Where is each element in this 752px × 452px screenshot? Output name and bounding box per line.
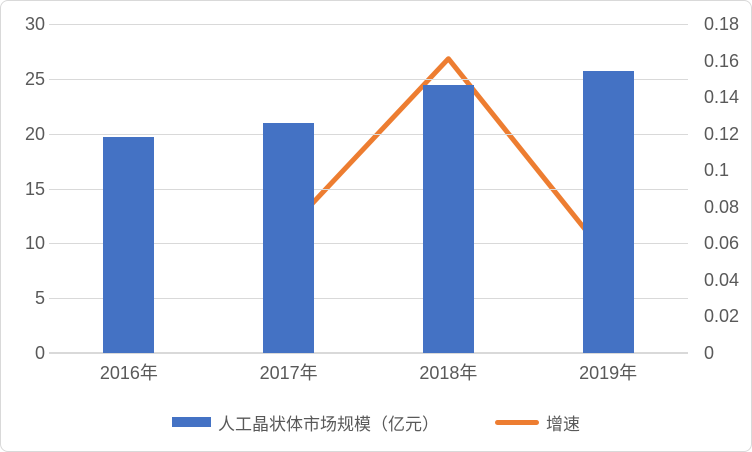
- x-axis-label: 2017年: [259, 363, 318, 383]
- gridline: [49, 24, 688, 25]
- bar-2018年: [422, 85, 474, 353]
- bar-series-swatch: [172, 417, 211, 427]
- right-axis-tick: 0.06: [704, 233, 740, 254]
- x-axis-label: 2019年: [579, 363, 638, 383]
- left-axis-tick: 5: [34, 288, 45, 309]
- legend-label-growth: 增速: [546, 414, 580, 434]
- right-axis-tick: 0.18: [704, 14, 740, 34]
- plot-area: [49, 24, 688, 354]
- x-axis-label: 2016年: [99, 363, 158, 383]
- right-axis-tick: 0.08: [704, 196, 740, 217]
- left-axis-tick: 25: [24, 68, 45, 89]
- bar-2019年: [582, 71, 634, 353]
- right-axis-tick: 0.1: [704, 160, 730, 181]
- gridline: [49, 243, 688, 245]
- line-series-swatch: [495, 419, 539, 425]
- legend: 人工晶状体市场规模（亿元） 增速: [1, 409, 751, 435]
- growth-line-series: [286, 56, 611, 261]
- gridline: [49, 298, 688, 300]
- x-axis-line: [49, 352, 688, 354]
- legend-item-growth: 增速: [495, 410, 580, 435]
- bar-2017年: [263, 122, 315, 353]
- right-axis-tick: 0.02: [704, 306, 740, 327]
- legend-item-market-size: 人工晶状体市场规模（亿元）: [172, 410, 439, 435]
- right-axis-tick: 0.04: [704, 269, 740, 290]
- gridline: [49, 133, 688, 135]
- left-axis-tick: 0: [34, 343, 45, 363]
- right-axis-tick: 0.12: [704, 123, 740, 144]
- growth-line-path: [286, 56, 611, 261]
- gridline: [49, 78, 688, 80]
- left-axis-tick: 20: [24, 123, 45, 144]
- bar-2016年: [103, 136, 155, 353]
- legend-label-market-size: 人工晶状体市场规模（亿元）: [218, 414, 439, 434]
- gridline: [49, 188, 688, 190]
- left-axis-tick: 15: [24, 178, 45, 199]
- left-axis-tick: 10: [24, 233, 45, 254]
- left-axis-tick: 30: [24, 14, 45, 34]
- x-axis-label: 2018年: [419, 363, 478, 383]
- right-axis-tick: 0.16: [704, 50, 740, 71]
- right-axis-tick: 0.14: [704, 87, 740, 108]
- right-axis-tick: 0: [704, 343, 715, 363]
